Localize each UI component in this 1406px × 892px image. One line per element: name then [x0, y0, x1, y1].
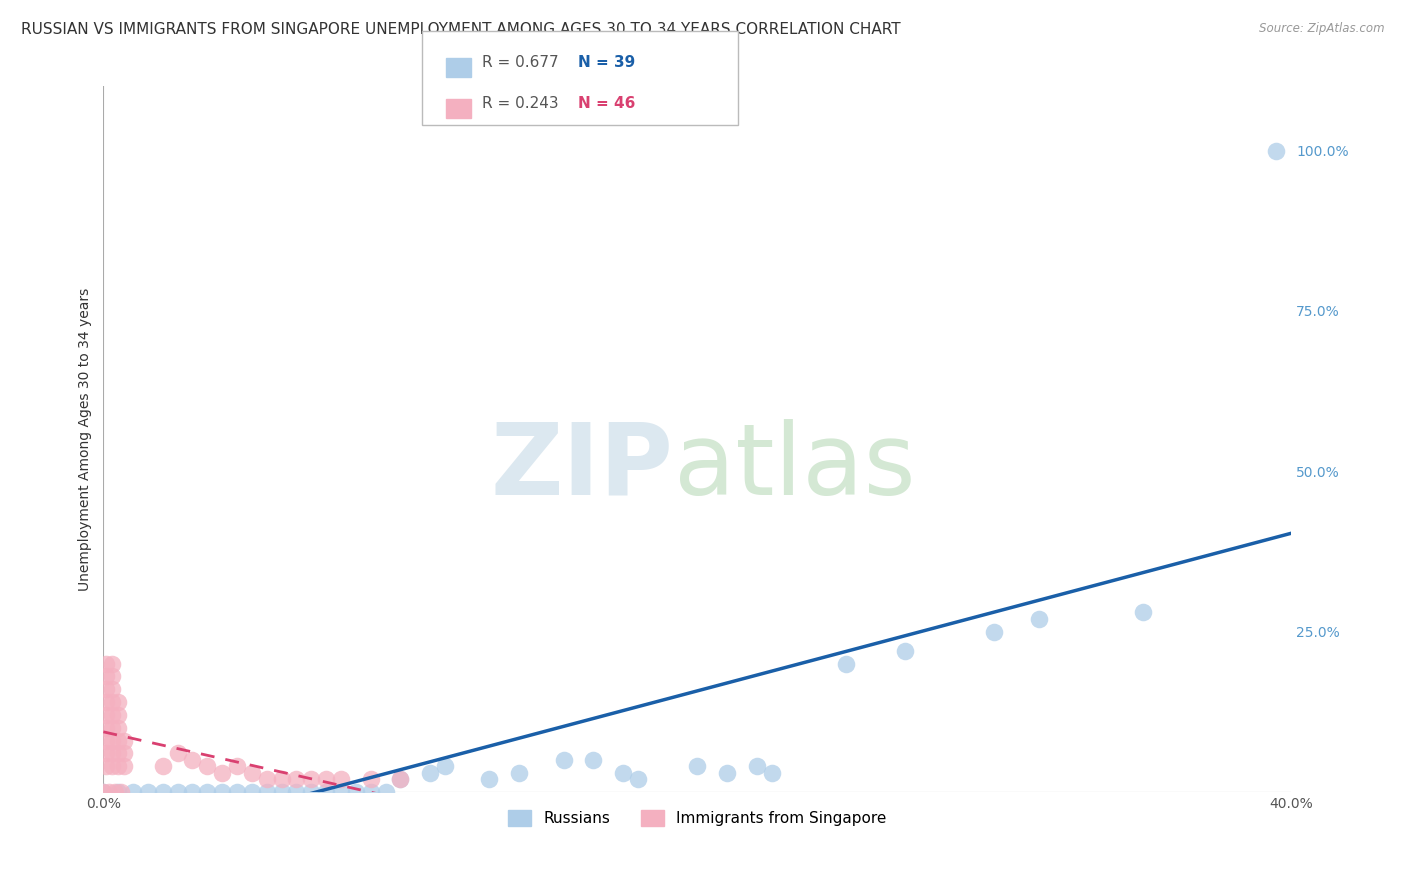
- Point: [582, 753, 605, 767]
- Point: [285, 772, 308, 786]
- Point: [96, 721, 118, 735]
- Point: [101, 708, 124, 723]
- Point: [478, 772, 501, 786]
- Point: [104, 785, 127, 799]
- Point: [745, 759, 768, 773]
- Point: [107, 785, 129, 799]
- Point: [360, 785, 382, 799]
- Point: [101, 682, 124, 697]
- Point: [374, 785, 396, 799]
- Point: [226, 785, 249, 799]
- Point: [96, 708, 118, 723]
- Point: [101, 695, 124, 709]
- Point: [240, 785, 263, 799]
- Point: [835, 657, 858, 671]
- Point: [627, 772, 650, 786]
- Point: [96, 669, 118, 683]
- Text: RUSSIAN VS IMMIGRANTS FROM SINGAPORE UNEMPLOYMENT AMONG AGES 30 TO 34 YEARS CORR: RUSSIAN VS IMMIGRANTS FROM SINGAPORE UNE…: [21, 22, 901, 37]
- Point: [101, 721, 124, 735]
- Point: [112, 733, 135, 747]
- Point: [983, 624, 1005, 639]
- Point: [240, 765, 263, 780]
- Point: [181, 785, 204, 799]
- Point: [553, 753, 575, 767]
- Text: ZIP: ZIP: [491, 419, 673, 516]
- Point: [299, 785, 322, 799]
- Point: [152, 785, 174, 799]
- Text: Source: ZipAtlas.com: Source: ZipAtlas.com: [1260, 22, 1385, 36]
- Point: [716, 765, 738, 780]
- Point: [1132, 605, 1154, 619]
- Point: [270, 772, 292, 786]
- Point: [107, 759, 129, 773]
- Point: [136, 785, 159, 799]
- Point: [166, 785, 188, 799]
- Point: [211, 765, 233, 780]
- Point: [112, 747, 135, 761]
- Point: [101, 733, 124, 747]
- Point: [96, 759, 118, 773]
- Point: [101, 657, 124, 671]
- Point: [93, 785, 115, 799]
- Point: [181, 753, 204, 767]
- Point: [285, 785, 308, 799]
- Point: [98, 785, 121, 799]
- Point: [330, 772, 353, 786]
- Point: [761, 765, 783, 780]
- Text: N = 46: N = 46: [578, 96, 636, 111]
- Point: [93, 785, 115, 799]
- Point: [344, 785, 367, 799]
- Point: [894, 644, 917, 658]
- Text: R = 0.677: R = 0.677: [482, 55, 558, 70]
- Point: [389, 772, 412, 786]
- Point: [107, 695, 129, 709]
- Point: [107, 747, 129, 761]
- Point: [389, 772, 412, 786]
- Point: [110, 785, 132, 799]
- Point: [419, 765, 441, 780]
- Point: [96, 747, 118, 761]
- Point: [96, 657, 118, 671]
- Point: [256, 785, 278, 799]
- Point: [101, 669, 124, 683]
- Point: [152, 759, 174, 773]
- Legend: Russians, Immigrants from Singapore: Russians, Immigrants from Singapore: [501, 803, 894, 834]
- Point: [107, 721, 129, 735]
- Point: [315, 785, 337, 799]
- Point: [299, 772, 322, 786]
- Point: [96, 682, 118, 697]
- Point: [101, 759, 124, 773]
- Point: [433, 759, 456, 773]
- Point: [166, 747, 188, 761]
- Point: [96, 695, 118, 709]
- Text: atlas: atlas: [673, 419, 915, 516]
- Point: [195, 759, 218, 773]
- Y-axis label: Unemployment Among Ages 30 to 34 years: Unemployment Among Ages 30 to 34 years: [79, 287, 93, 591]
- Point: [256, 772, 278, 786]
- Point: [330, 785, 353, 799]
- Point: [1265, 144, 1288, 158]
- Point: [107, 733, 129, 747]
- Point: [226, 759, 249, 773]
- Text: N = 39: N = 39: [578, 55, 636, 70]
- Point: [112, 759, 135, 773]
- Point: [315, 772, 337, 786]
- Point: [122, 785, 145, 799]
- Point: [195, 785, 218, 799]
- Point: [360, 772, 382, 786]
- Point: [612, 765, 634, 780]
- Point: [508, 765, 530, 780]
- Point: [96, 733, 118, 747]
- Text: R = 0.243: R = 0.243: [482, 96, 558, 111]
- Point: [270, 785, 292, 799]
- Point: [1028, 612, 1050, 626]
- Point: [686, 759, 709, 773]
- Point: [211, 785, 233, 799]
- Point: [101, 747, 124, 761]
- Point: [107, 708, 129, 723]
